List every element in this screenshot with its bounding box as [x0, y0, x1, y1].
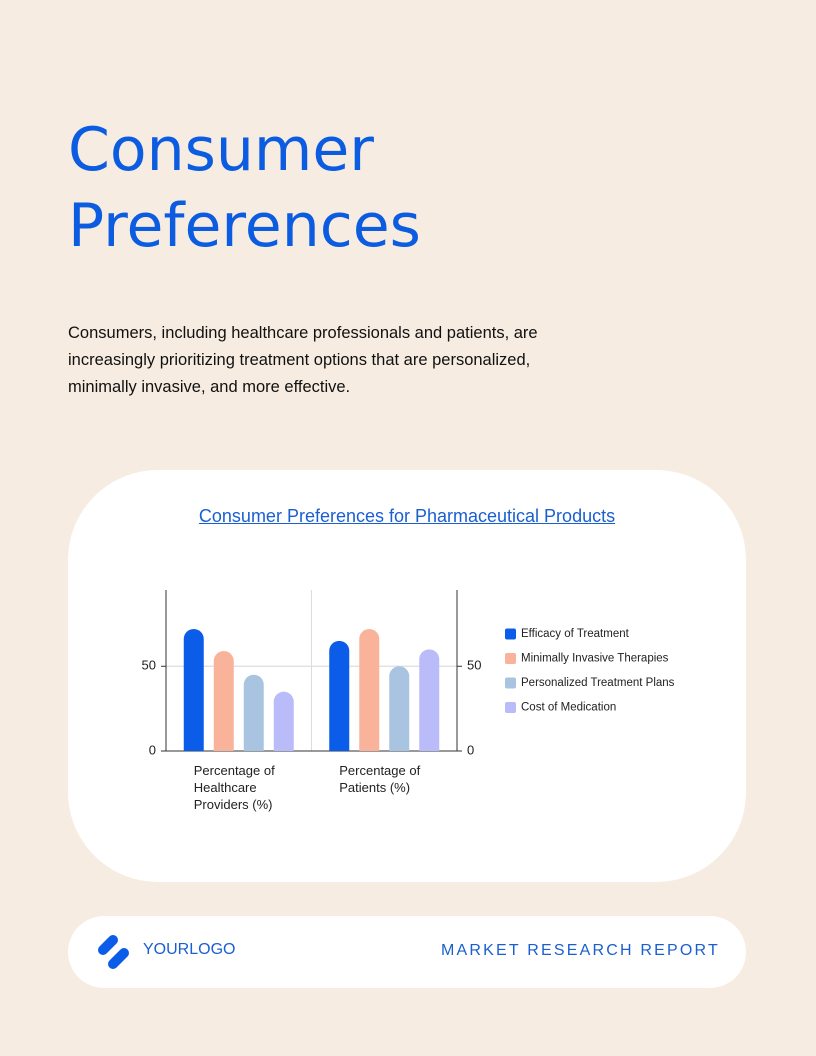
legend-label: Cost of Medication — [521, 702, 616, 714]
x-tick-label: Percentage of Patients (%) — [339, 763, 421, 795]
bar — [243, 674, 264, 751]
logo-text: YOURLOGO — [143, 941, 236, 958]
y2-tick-label: 0 — [467, 742, 474, 757]
bar — [183, 628, 204, 751]
bar — [213, 651, 234, 751]
x-tick-label: Percentage of Healthcare Providers (%) — [193, 763, 275, 812]
legend-label: Personalized Treatment Plans — [521, 677, 675, 689]
y2-tick-label: 50 — [467, 658, 481, 673]
legend-label: Minimally Invasive Therapies — [521, 653, 669, 665]
bar — [359, 628, 380, 751]
footer-bar — [68, 916, 746, 988]
intro-text: Consumers, including healthcare professi… — [68, 324, 538, 396]
report-label: MARKET RESEARCH REPORT — [441, 942, 720, 959]
bar — [329, 640, 350, 751]
y-tick-label: 50 — [142, 658, 156, 673]
legend-swatch — [505, 628, 516, 640]
legend-label: Efficacy of Treatment — [521, 628, 630, 640]
bar — [419, 649, 440, 751]
page-title: Consumer Preferences — [68, 115, 421, 261]
chart-title[interactable]: Consumer Preferences for Pharmaceutical … — [198, 506, 616, 526]
legend-swatch — [505, 702, 516, 713]
bar — [273, 691, 294, 751]
legend-swatch — [505, 677, 516, 689]
y-tick-label: 0 — [149, 742, 156, 757]
bar — [389, 666, 410, 751]
legend-swatch — [505, 653, 516, 664]
